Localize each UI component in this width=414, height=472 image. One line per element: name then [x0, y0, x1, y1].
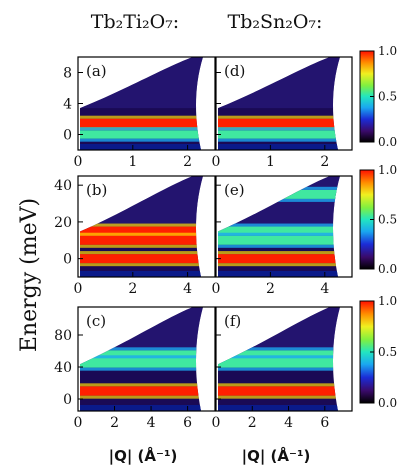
panel-label: (a) [86, 62, 107, 80]
axes-frame [215, 306, 353, 412]
colorbar-tick-label: 0.0 [378, 262, 397, 276]
x-tick-label: 2 [128, 281, 137, 297]
panel-label: (f) [224, 312, 241, 330]
colorbar-tick-label: 0.5 [378, 213, 397, 227]
band-1 [80, 235, 203, 245]
y-tick-label: 0 [63, 252, 72, 268]
x-tick-label: 1 [128, 154, 137, 170]
x-tick-label: 0 [212, 154, 221, 170]
axes-frame [77, 306, 216, 412]
x-tick-label: 6 [320, 415, 329, 431]
x-tick-label: 0 [74, 281, 83, 297]
column-title-right: Tb₂Sn₂O₇: [228, 11, 323, 33]
colorbar-tick-label: 1.0 [378, 44, 397, 58]
x-tick-label: 2 [320, 154, 329, 170]
panel-label: (c) [86, 312, 106, 330]
panel-label: (d) [224, 62, 245, 80]
y-tick-label: 8 [63, 66, 72, 82]
colorbar-tick-label: 0.0 [378, 396, 397, 410]
x-tick-label: 0 [74, 154, 83, 170]
y-tick-label: 0 [63, 128, 72, 144]
x-tick-label: 6 [183, 415, 192, 431]
band-2 [218, 235, 340, 245]
panel-label: (b) [86, 181, 107, 199]
band-1 [80, 130, 203, 139]
x-tick-label: 0 [74, 415, 83, 431]
x-axis-label-right: |Q| (Å⁻¹) [242, 446, 311, 466]
panel-e: 0 2 4 (e) [212, 175, 353, 297]
colorbar-1: 1.0 0.5 0.0 [359, 163, 397, 276]
colorbar-2: 1.0 0.5 0.0 [359, 294, 397, 410]
band-1 [218, 226, 340, 236]
axes-frame [215, 175, 353, 278]
panel-a: 0 1 2 0 4 8 (a) [63, 56, 216, 170]
colorbar-tick-label: 1.0 [378, 294, 397, 308]
band-2 [80, 386, 203, 396]
band-1 [218, 358, 340, 368]
x-tick-label: 4 [183, 281, 192, 297]
y-tick-label: 20 [54, 215, 72, 231]
x-tick-label: 1 [266, 154, 275, 170]
colorbar-tick-label: 1.0 [378, 163, 397, 177]
colorbar-0: 1.0 0.5 0.0 [359, 44, 397, 149]
x-tick-label: 4 [147, 415, 156, 431]
x-tick-label: 2 [248, 415, 257, 431]
panel-f: 0 2 4 6 (f) [212, 306, 353, 431]
band-0 [218, 118, 340, 128]
panel-d: 0 1 2 (d) [212, 56, 353, 170]
y-tick-label: 0 [63, 392, 72, 408]
y-tick-label: 40 [54, 178, 72, 194]
y-tick-label: 80 [54, 328, 72, 344]
colorbar-tick-label: 0.0 [378, 135, 397, 149]
x-tick-label: 2 [266, 281, 275, 297]
band-1 [80, 358, 203, 368]
band-0 [80, 118, 203, 128]
y-tick-label: 4 [63, 97, 72, 113]
band-0 [80, 350, 203, 360]
x-tick-label: 4 [284, 415, 293, 431]
x-tick-label: 2 [110, 415, 119, 431]
axes-frame [77, 175, 216, 278]
column-title-left: Tb₂Ti₂O₇: [91, 11, 179, 33]
band-0 [218, 350, 340, 360]
band-1 [218, 130, 340, 139]
panel-c: 0 2 4 6 0 40 80 (c) [54, 306, 216, 431]
x-tick-label: 0 [212, 281, 221, 297]
band-2 [218, 386, 340, 396]
band-0 [80, 226, 203, 236]
x-tick-label: 0 [212, 415, 221, 431]
x-axis-label-left: |Q| (Å⁻¹) [109, 446, 178, 466]
colorbar-tick-label: 0.5 [378, 345, 397, 359]
band-2 [80, 254, 203, 264]
x-tick-label: 4 [320, 281, 329, 297]
y-tick-label: 40 [54, 360, 72, 376]
panel-label: (e) [224, 181, 245, 199]
x-tick-label: 2 [183, 154, 192, 170]
colorbar-tick-label: 0.5 [378, 90, 397, 104]
y-axis-label: Energy (meV) [17, 198, 42, 352]
band-3 [218, 254, 340, 264]
